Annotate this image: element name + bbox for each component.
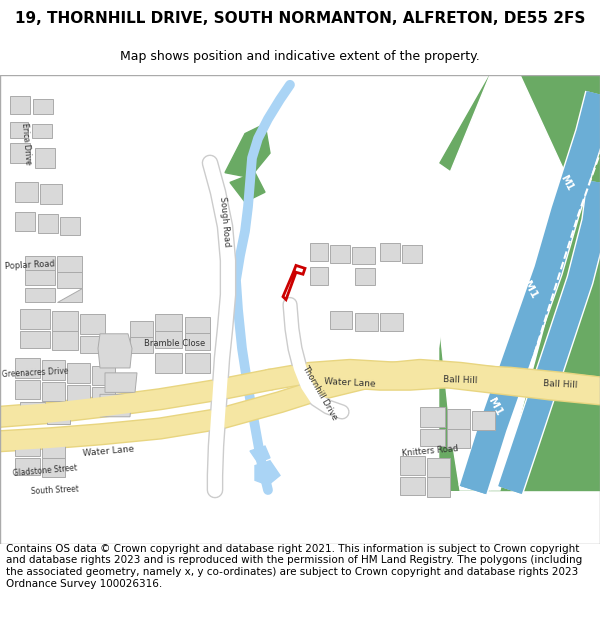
Text: 19, THORNHILL DRIVE, SOUTH NORMANTON, ALFRETON, DE55 2FS: 19, THORNHILL DRIVE, SOUTH NORMANTON, AL…: [15, 11, 585, 26]
Polygon shape: [20, 309, 50, 329]
Polygon shape: [355, 268, 375, 285]
Polygon shape: [420, 407, 445, 426]
Polygon shape: [130, 321, 153, 337]
Polygon shape: [430, 75, 575, 490]
Text: Bramble Close: Bramble Close: [145, 339, 206, 348]
Polygon shape: [10, 143, 30, 163]
Polygon shape: [155, 314, 182, 331]
Polygon shape: [32, 124, 52, 139]
Polygon shape: [380, 313, 403, 331]
Polygon shape: [400, 456, 425, 476]
Polygon shape: [352, 247, 375, 264]
Polygon shape: [80, 314, 105, 334]
Polygon shape: [42, 438, 65, 458]
Polygon shape: [130, 337, 153, 353]
Polygon shape: [185, 332, 210, 351]
Polygon shape: [380, 243, 400, 261]
Polygon shape: [67, 384, 90, 402]
Text: M1: M1: [521, 279, 539, 301]
Polygon shape: [20, 331, 50, 349]
Polygon shape: [330, 245, 350, 262]
Polygon shape: [480, 417, 600, 490]
Polygon shape: [20, 402, 45, 422]
Text: Gladstone Street: Gladstone Street: [13, 463, 77, 478]
Text: Sough Road: Sough Road: [218, 196, 232, 247]
Polygon shape: [10, 96, 30, 114]
Polygon shape: [35, 148, 55, 168]
Polygon shape: [15, 379, 40, 399]
Polygon shape: [230, 173, 265, 202]
Polygon shape: [310, 243, 328, 261]
Polygon shape: [52, 311, 78, 331]
Polygon shape: [475, 75, 600, 212]
Polygon shape: [25, 288, 55, 301]
Text: Thornhill Drive: Thornhill Drive: [301, 363, 340, 421]
Text: Contains OS data © Crown copyright and database right 2021. This information is : Contains OS data © Crown copyright and d…: [6, 544, 582, 589]
Polygon shape: [92, 366, 115, 384]
Text: Ball Hill: Ball Hill: [443, 374, 478, 385]
Polygon shape: [427, 458, 450, 478]
Polygon shape: [470, 75, 600, 163]
Polygon shape: [15, 458, 40, 476]
Polygon shape: [60, 217, 80, 235]
Text: Greenacres Drive: Greenacres Drive: [1, 367, 68, 379]
Text: M1: M1: [486, 396, 504, 418]
Text: Knitters Road: Knitters Road: [401, 444, 458, 458]
Polygon shape: [447, 429, 470, 448]
Polygon shape: [15, 182, 38, 202]
Polygon shape: [185, 353, 210, 373]
Polygon shape: [402, 245, 422, 262]
Polygon shape: [100, 394, 132, 417]
Text: Map shows position and indicative extent of the property.: Map shows position and indicative extent…: [120, 50, 480, 62]
Polygon shape: [447, 409, 470, 429]
Polygon shape: [57, 256, 82, 272]
Text: Poplar Road: Poplar Road: [5, 259, 55, 271]
Polygon shape: [98, 334, 132, 368]
Polygon shape: [42, 382, 65, 401]
Polygon shape: [185, 317, 210, 332]
Polygon shape: [155, 353, 182, 373]
Polygon shape: [400, 478, 425, 495]
Polygon shape: [355, 313, 378, 331]
Polygon shape: [440, 349, 600, 490]
Polygon shape: [67, 363, 90, 382]
Polygon shape: [427, 478, 450, 497]
Polygon shape: [15, 436, 40, 456]
Polygon shape: [40, 184, 62, 204]
Polygon shape: [33, 99, 53, 114]
Polygon shape: [440, 75, 600, 212]
Text: South Street: South Street: [31, 484, 79, 496]
Polygon shape: [25, 256, 55, 270]
Polygon shape: [25, 270, 55, 285]
Text: Ball Hill: Ball Hill: [542, 379, 577, 390]
Text: Water Lane: Water Lane: [324, 377, 376, 389]
Polygon shape: [15, 212, 35, 231]
Polygon shape: [472, 411, 495, 431]
Polygon shape: [57, 272, 82, 288]
Polygon shape: [330, 311, 352, 329]
Polygon shape: [52, 331, 78, 351]
Polygon shape: [10, 122, 28, 139]
Polygon shape: [57, 288, 82, 301]
Polygon shape: [92, 386, 115, 404]
Polygon shape: [250, 446, 270, 462]
Polygon shape: [310, 268, 328, 285]
Polygon shape: [420, 429, 445, 446]
Polygon shape: [155, 331, 182, 349]
Text: Erica Drive: Erica Drive: [20, 122, 32, 164]
Polygon shape: [80, 336, 105, 353]
Text: Water Lane: Water Lane: [82, 444, 134, 458]
Polygon shape: [47, 404, 70, 424]
Polygon shape: [225, 124, 270, 177]
Polygon shape: [38, 214, 58, 233]
Polygon shape: [42, 458, 65, 478]
Polygon shape: [15, 358, 40, 377]
Polygon shape: [42, 360, 65, 379]
Text: M1: M1: [559, 173, 575, 192]
Polygon shape: [105, 373, 137, 392]
Polygon shape: [255, 461, 280, 485]
Polygon shape: [440, 75, 600, 490]
